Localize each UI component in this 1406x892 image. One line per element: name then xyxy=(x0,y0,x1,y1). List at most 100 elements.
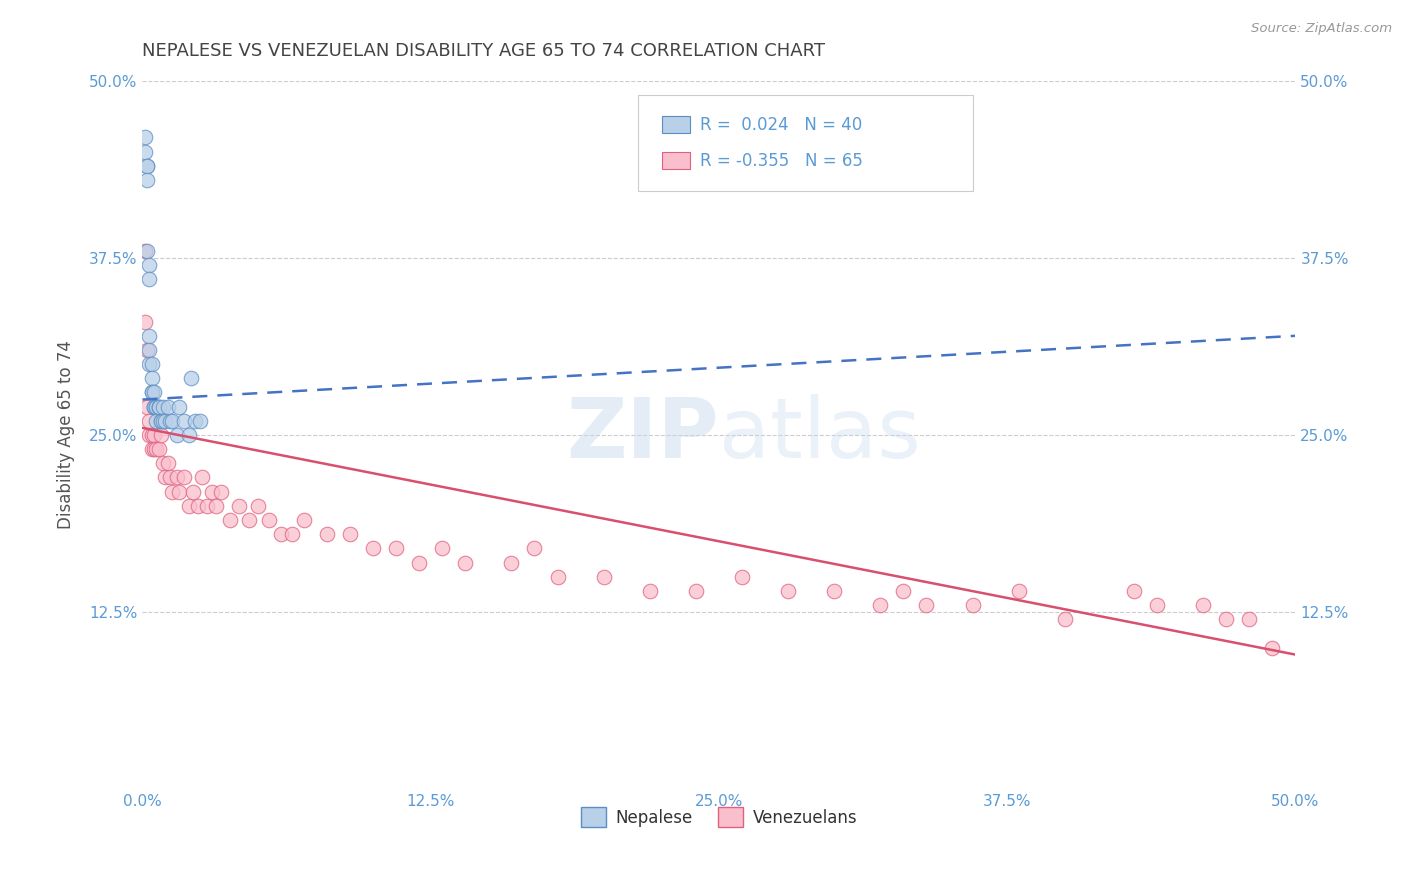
Point xyxy=(143,428,166,442)
Point xyxy=(148,400,170,414)
Point xyxy=(195,499,218,513)
Point xyxy=(339,527,361,541)
Point xyxy=(219,513,242,527)
Point xyxy=(238,513,260,527)
Point xyxy=(138,414,160,428)
Point xyxy=(1192,598,1215,612)
Point xyxy=(143,400,166,414)
Point xyxy=(159,414,181,428)
Point xyxy=(316,527,339,541)
Point xyxy=(145,400,167,414)
Point xyxy=(361,541,384,556)
Point xyxy=(152,456,174,470)
Point xyxy=(246,499,269,513)
Point xyxy=(141,442,163,457)
Y-axis label: Disability Age 65 to 74: Disability Age 65 to 74 xyxy=(58,341,75,530)
Point xyxy=(259,513,281,527)
Point xyxy=(155,414,177,428)
Point xyxy=(1008,583,1031,598)
Point xyxy=(145,414,167,428)
Point xyxy=(134,244,156,258)
Point xyxy=(148,442,170,457)
Point xyxy=(1261,640,1284,655)
Point xyxy=(136,159,159,173)
Point xyxy=(155,470,177,484)
Point xyxy=(159,470,181,484)
Point xyxy=(169,400,191,414)
Point xyxy=(149,428,172,442)
Point xyxy=(181,484,204,499)
Point xyxy=(143,442,166,457)
Point xyxy=(191,470,214,484)
Point xyxy=(385,541,408,556)
Point xyxy=(134,145,156,159)
Point xyxy=(915,598,938,612)
Point xyxy=(205,499,228,513)
Text: ZIP: ZIP xyxy=(567,394,718,475)
Point xyxy=(188,414,211,428)
Point xyxy=(148,400,170,414)
Point xyxy=(270,527,292,541)
Point xyxy=(166,428,188,442)
Legend: Nepalese, Venezuelans: Nepalese, Venezuelans xyxy=(574,800,865,834)
Point xyxy=(136,244,159,258)
Point xyxy=(138,258,160,272)
FancyBboxPatch shape xyxy=(662,116,690,133)
Point xyxy=(145,400,167,414)
Point xyxy=(778,583,800,598)
Point xyxy=(136,159,159,173)
Point xyxy=(201,484,224,499)
Point xyxy=(141,371,163,385)
Point xyxy=(1053,612,1076,626)
Text: R = -0.355   N = 65: R = -0.355 N = 65 xyxy=(700,152,863,169)
Point xyxy=(177,428,200,442)
Point xyxy=(136,343,159,357)
Point xyxy=(592,570,614,584)
Point xyxy=(141,357,163,371)
Point xyxy=(148,400,170,414)
Point xyxy=(962,598,984,612)
Point xyxy=(731,570,754,584)
Point xyxy=(138,357,160,371)
Point xyxy=(134,130,156,145)
Point xyxy=(823,583,845,598)
Point xyxy=(869,598,891,612)
Point xyxy=(141,385,163,400)
Point xyxy=(143,400,166,414)
Point xyxy=(1215,612,1237,626)
Point xyxy=(152,400,174,414)
Point xyxy=(152,414,174,428)
Point xyxy=(138,328,160,343)
Point xyxy=(281,527,304,541)
Point xyxy=(149,414,172,428)
Text: atlas: atlas xyxy=(718,394,921,475)
Point xyxy=(893,583,915,598)
Point xyxy=(162,484,184,499)
Point xyxy=(145,442,167,457)
Point xyxy=(187,499,209,513)
FancyBboxPatch shape xyxy=(662,153,690,169)
Point xyxy=(143,385,166,400)
Point xyxy=(408,556,430,570)
Point xyxy=(228,499,250,513)
Point xyxy=(166,470,188,484)
Point xyxy=(292,513,315,527)
Point xyxy=(138,343,160,357)
Point xyxy=(1123,583,1146,598)
Point xyxy=(180,371,202,385)
Point xyxy=(138,272,160,286)
Point xyxy=(685,583,707,598)
Point xyxy=(1146,598,1168,612)
Point xyxy=(156,400,179,414)
Point xyxy=(547,570,569,584)
Point xyxy=(432,541,454,556)
Text: Source: ZipAtlas.com: Source: ZipAtlas.com xyxy=(1251,22,1392,36)
Point xyxy=(141,385,163,400)
Point xyxy=(184,414,207,428)
Point xyxy=(523,541,546,556)
Point xyxy=(134,315,156,329)
Point xyxy=(143,400,166,414)
Point xyxy=(173,414,195,428)
Point xyxy=(138,428,160,442)
Point xyxy=(177,499,200,513)
